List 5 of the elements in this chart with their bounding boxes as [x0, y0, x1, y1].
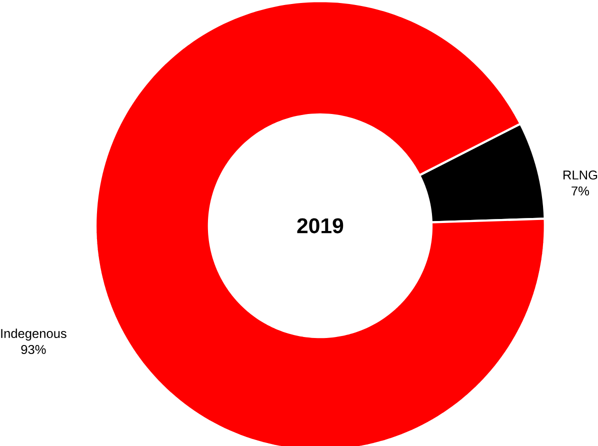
slice-label: Indegenous — [1, 328, 66, 340]
data-label: 7% — [572, 186, 590, 196]
text: 2019 — [297, 218, 344, 234]
slice-label: RLNG — [564, 170, 598, 180]
data-label: 93% — [21, 344, 46, 354]
